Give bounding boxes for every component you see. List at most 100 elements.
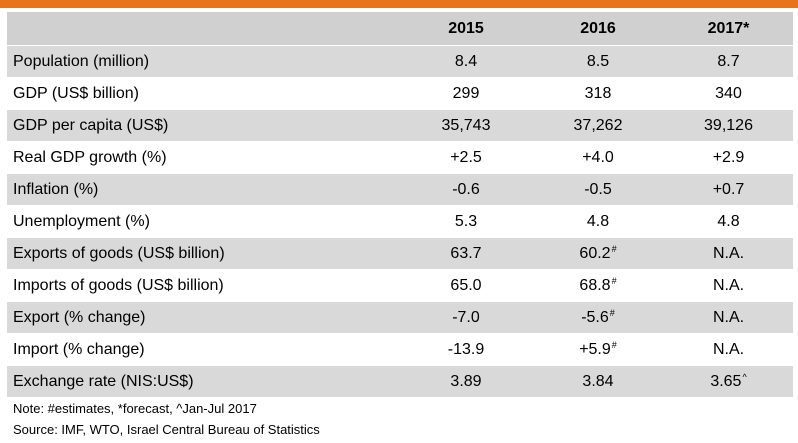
cell-value: 8.4 <box>454 53 478 70</box>
table-row: Real GDP growth (%) +2.5 +4.0 +2.9 <box>7 142 793 174</box>
cell-value: +5.9 <box>579 341 611 358</box>
row-label: GDP (US$ billion) <box>7 78 400 110</box>
row-label: Import (% change) <box>7 334 400 366</box>
cell-value: -0.5 <box>584 181 612 198</box>
cell-value: N.A. <box>712 245 745 262</box>
cell-value: 4.8 <box>717 213 740 230</box>
table-row: Imports of goods (US$ billion) 65.0 68.8… <box>7 270 793 302</box>
row-label: Unemployment (%) <box>7 206 400 238</box>
cell-2016: 8.5 <box>532 46 664 78</box>
table-row: Import (% change) -13.9 +5.9# N.A. <box>7 334 793 366</box>
cell-2015: 8.4 <box>400 46 532 78</box>
row-label: Inflation (%) <box>7 174 400 206</box>
table-row: GDP (US$ billion) 299 318 340 <box>7 78 793 110</box>
cell-value: 4.8 <box>586 213 610 230</box>
row-label: Imports of goods (US$ billion) <box>7 270 400 302</box>
cell-2017: N.A. <box>664 238 793 270</box>
cell-value: 60.2 <box>579 245 611 262</box>
table-header-row: 2015 2016 2017* <box>7 12 793 46</box>
economic-indicators-table: 2015 2016 2017* Population (million) 8.4… <box>7 12 793 398</box>
cell-value: 68.8 <box>579 277 611 294</box>
row-label: Export (% change) <box>7 302 400 334</box>
cell-value: 340 <box>715 85 742 102</box>
cell-value: +0.7 <box>712 181 745 198</box>
cell-2016: 4.8 <box>532 206 664 238</box>
cell-2015: 299 <box>400 78 532 110</box>
row-label: GDP per capita (US$) <box>7 110 400 142</box>
cell-2017: +2.9 <box>664 142 793 174</box>
cell-2016: 60.2# <box>532 238 664 270</box>
cell-value: 63.7 <box>450 245 482 262</box>
cell-2016: -0.5 <box>532 174 664 206</box>
header-year-2015: 2015 <box>400 12 532 46</box>
cell-2015: +2.5 <box>400 142 532 174</box>
period-mark: ^ <box>742 371 747 382</box>
header-year-2017: 2017* <box>664 12 793 46</box>
table-row: Inflation (%) -0.6 -0.5 +0.7 <box>7 174 793 206</box>
cell-value: 318 <box>584 85 612 102</box>
table-row: Unemployment (%) 5.3 4.8 4.8 <box>7 206 793 238</box>
cell-2016: 68.8# <box>532 270 664 302</box>
estimate-mark: # <box>609 307 615 318</box>
cell-value: 3.65 <box>710 373 742 390</box>
cell-2017: 3.65^ <box>664 366 793 398</box>
estimate-mark: # <box>611 275 617 286</box>
cell-2017: N.A. <box>664 270 793 302</box>
cell-value: 65.0 <box>450 277 482 294</box>
cell-2017: 8.7 <box>664 46 793 78</box>
header-year-2016: 2016 <box>532 12 664 46</box>
header-blank-cell <box>7 12 400 46</box>
cell-value: +2.9 <box>712 149 745 166</box>
table-row: Population (million) 8.4 8.5 8.7 <box>7 46 793 78</box>
cell-value: 37,262 <box>573 117 623 134</box>
cell-value: +4.0 <box>582 149 614 166</box>
cell-value: 39,126 <box>704 117 753 134</box>
table-notes: Note: #estimates, *forecast, ^Jan-Jul 20… <box>13 398 320 440</box>
cell-value: 35,743 <box>441 117 491 134</box>
cell-value: -0.6 <box>452 181 480 198</box>
cell-2016: -5.6# <box>532 302 664 334</box>
source-line: Source: IMF, WTO, Israel Central Bureau … <box>13 422 320 437</box>
cell-2016: +5.9# <box>532 334 664 366</box>
table-row: Exports of goods (US$ billion) 63.7 60.2… <box>7 238 793 270</box>
orange-top-bar <box>0 0 798 8</box>
row-label: Exports of goods (US$ billion) <box>7 238 400 270</box>
estimate-mark: # <box>611 243 617 254</box>
row-label: Population (million) <box>7 46 400 78</box>
table-row: GDP per capita (US$) 35,743 37,262 39,12… <box>7 110 793 142</box>
cell-2015: 35,743 <box>400 110 532 142</box>
cell-value: -13.9 <box>447 341 485 358</box>
cell-2017: N.A. <box>664 334 793 366</box>
cell-value: 5.3 <box>454 213 478 230</box>
cell-value: -5.6 <box>581 309 609 326</box>
cell-value: N.A. <box>712 341 745 358</box>
cell-2017: 39,126 <box>664 110 793 142</box>
estimate-mark: # <box>611 339 617 350</box>
cell-2015: 3.89 <box>400 366 532 398</box>
cell-value: 3.89 <box>450 373 482 390</box>
row-label: Real GDP growth (%) <box>7 142 400 174</box>
cell-2015: 63.7 <box>400 238 532 270</box>
cell-value: N.A. <box>712 277 745 294</box>
cell-value: +2.5 <box>450 149 482 166</box>
cell-value: -7.0 <box>452 309 480 326</box>
table-row: Export (% change) -7.0 -5.6# N.A. <box>7 302 793 334</box>
cell-value: N.A. <box>712 309 745 326</box>
cell-value: 299 <box>452 85 480 102</box>
cell-value: 8.7 <box>717 53 740 70</box>
cell-2017: 340 <box>664 78 793 110</box>
cell-value: 8.5 <box>586 53 610 70</box>
cell-2015: -13.9 <box>400 334 532 366</box>
cell-2016: 318 <box>532 78 664 110</box>
row-label: Exchange rate (NIS:US$) <box>7 366 400 398</box>
cell-2015: 5.3 <box>400 206 532 238</box>
cell-2016: +4.0 <box>532 142 664 174</box>
cell-value: 3.84 <box>582 373 614 390</box>
cell-2015: -0.6 <box>400 174 532 206</box>
cell-2017: 4.8 <box>664 206 793 238</box>
cell-2017: N.A. <box>664 302 793 334</box>
cell-2015: -7.0 <box>400 302 532 334</box>
note-line: Note: #estimates, *forecast, ^Jan-Jul 20… <box>13 401 257 416</box>
table-row: Exchange rate (NIS:US$) 3.89 3.84 3.65^ <box>7 366 793 398</box>
cell-2016: 3.84 <box>532 366 664 398</box>
